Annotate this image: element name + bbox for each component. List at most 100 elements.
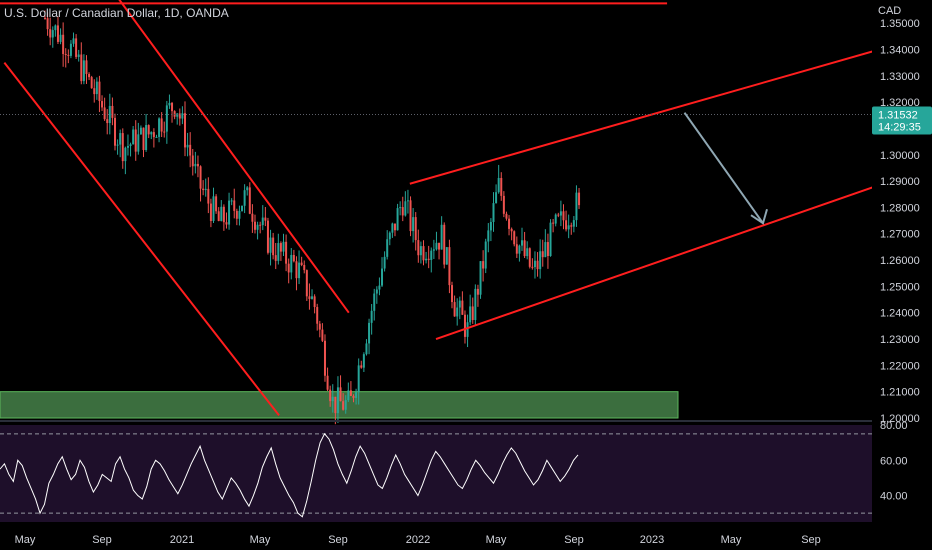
candle-body [357, 365, 360, 393]
candle-body [285, 241, 288, 264]
candle-body [119, 133, 122, 145]
candle-body [212, 196, 215, 221]
candle-body [355, 392, 358, 398]
candle-body [326, 375, 329, 390]
candle-body [339, 387, 342, 402]
candle-body [510, 228, 513, 232]
rsi-pane[interactable] [0, 420, 932, 522]
candle-body [290, 254, 293, 273]
candle-body [269, 237, 272, 253]
candle-body [391, 223, 394, 233]
time-tick-label: May [486, 534, 507, 546]
last-price-badge [872, 106, 932, 135]
rsi-background [0, 425, 872, 522]
candle-body [451, 285, 454, 303]
rsi-tick-label: 40.00 [880, 491, 908, 503]
candle-body [393, 223, 396, 231]
candle-body [173, 111, 176, 117]
candle-body [51, 30, 54, 38]
candle-body [113, 117, 116, 146]
candle-body [495, 192, 498, 204]
candle-body [414, 217, 417, 241]
candle-body [396, 208, 399, 231]
price-tick-label: 1.35000 [880, 18, 920, 30]
candle-body [103, 107, 106, 120]
candle-body [386, 239, 389, 257]
candle-body [375, 289, 378, 294]
candle-body [373, 293, 376, 311]
candle-body [448, 247, 451, 286]
candle-body [279, 243, 282, 252]
candle-body [318, 323, 321, 330]
candle-body [422, 246, 425, 261]
candle-body [256, 224, 259, 230]
candle-body [155, 136, 158, 138]
candle-body [80, 54, 83, 82]
candle-body [438, 242, 441, 250]
price-axis: CAD1.350001.340001.330001.320001.310001.… [872, 0, 932, 550]
candle-body [559, 211, 562, 216]
candle-body [342, 401, 345, 410]
candle-body [313, 296, 316, 308]
candle-body [521, 240, 524, 246]
candle-body [272, 237, 275, 256]
candle-body [544, 242, 547, 258]
time-tick-label: Sep [564, 534, 584, 546]
candle-body [168, 102, 171, 106]
candle-body [492, 203, 495, 222]
candle-body [132, 129, 135, 145]
candle-body [69, 43, 72, 56]
candle-body [64, 54, 67, 56]
candle-body [142, 127, 145, 151]
candle-body [508, 218, 511, 229]
candle-body [238, 210, 241, 219]
candle-body [251, 213, 254, 222]
candle-body [225, 222, 228, 225]
forecast-arrow-head [750, 208, 768, 225]
candle-body [331, 396, 334, 402]
candle-body [67, 54, 70, 56]
candle-body [334, 396, 337, 414]
candle-body [552, 222, 555, 224]
candle-body [316, 307, 319, 324]
candle-body [500, 177, 503, 196]
candle-body [88, 73, 91, 78]
price-tick-label: 1.21000 [880, 387, 920, 399]
candle-body [557, 214, 560, 216]
candle-body [158, 118, 161, 137]
last-price-value: 1.31532 [878, 109, 918, 121]
candle-body [126, 146, 129, 148]
price-tick-label: 1.30000 [880, 150, 920, 162]
candle-body [484, 241, 487, 269]
candle-body [54, 25, 57, 31]
candle-body [518, 245, 521, 254]
candle-body [528, 248, 531, 267]
candle-body [282, 241, 285, 252]
candle-body [241, 205, 244, 211]
candle-body [401, 207, 404, 216]
candle-body [329, 389, 332, 402]
forecast-arrow-shaft [683, 112, 764, 224]
candle-body [502, 195, 505, 214]
candle-body [49, 29, 52, 38]
price-tick-label: 1.32000 [880, 97, 920, 109]
price-tick-label: 1.20000 [880, 413, 920, 425]
candle-body [261, 217, 264, 226]
candle-body [463, 314, 466, 337]
candle-body [474, 288, 477, 320]
candle-body [417, 240, 420, 256]
time-tick-label: Sep [92, 534, 112, 546]
candle-body [347, 390, 350, 401]
candle-body [308, 296, 311, 299]
candle-body [124, 147, 127, 162]
candle-body [489, 221, 492, 231]
candle-body [427, 258, 430, 260]
falling-channel-line [118, 0, 350, 314]
candle-body [101, 101, 104, 108]
candle-body [482, 261, 485, 269]
countdown-value: 14:29:35 [878, 121, 921, 133]
price-tick-label: 1.34000 [880, 44, 920, 56]
candle-body [191, 155, 194, 167]
candle-body [461, 300, 464, 315]
